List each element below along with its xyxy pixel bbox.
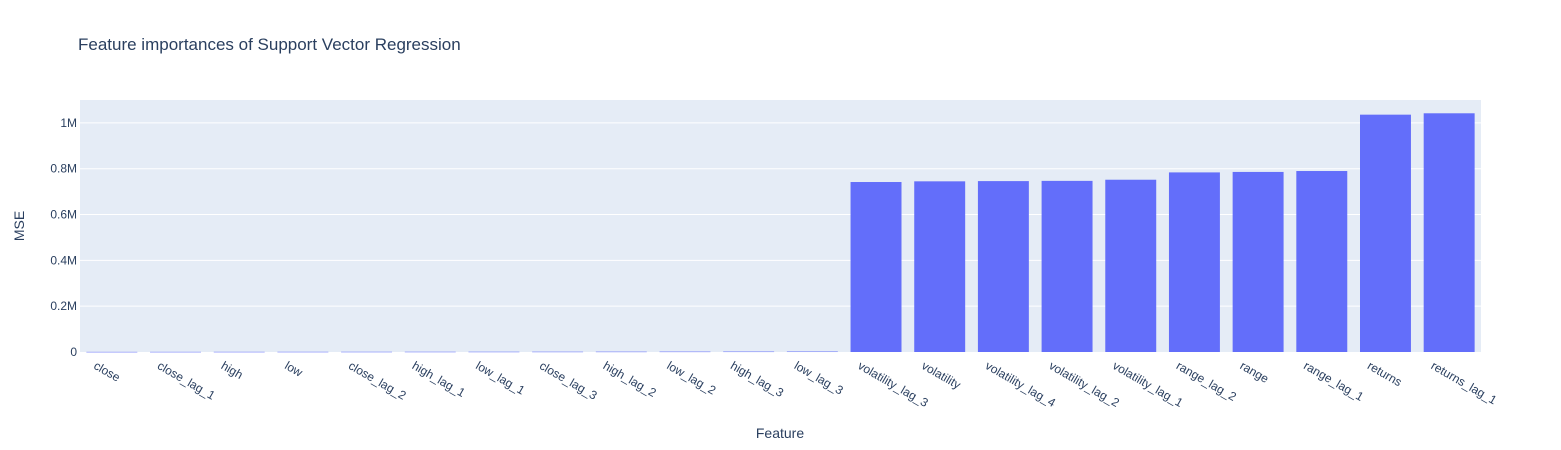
bar bbox=[1232, 171, 1284, 352]
bar bbox=[1168, 172, 1220, 352]
bar bbox=[532, 351, 584, 353]
bar bbox=[277, 351, 329, 353]
x-tick-label: returns bbox=[1365, 358, 1404, 389]
bar bbox=[977, 181, 1029, 352]
bar bbox=[1360, 114, 1411, 352]
x-tick-label: volatility_lag_2 bbox=[1047, 358, 1122, 410]
y-tick-label: 0.4M bbox=[50, 253, 77, 267]
y-tick-label: 0.8M bbox=[50, 162, 77, 176]
x-tick-label: high_lag_2 bbox=[601, 358, 659, 400]
x-tick-label: low_lag_3 bbox=[792, 358, 846, 397]
y-tick-label: 0 bbox=[70, 345, 77, 359]
bar bbox=[1105, 179, 1157, 352]
bar bbox=[468, 351, 520, 353]
y-axis-title: MSE bbox=[11, 211, 27, 241]
bar bbox=[786, 351, 838, 353]
y-tick-label: 1M bbox=[60, 116, 77, 130]
x-tick-label: range_lag_1 bbox=[1301, 358, 1366, 404]
x-tick-label: returns_lag_1 bbox=[1429, 358, 1500, 407]
bars bbox=[86, 113, 1475, 353]
x-tick-label: low_lag_1 bbox=[473, 358, 527, 397]
x-tick-label: close bbox=[91, 358, 123, 384]
bar bbox=[850, 182, 902, 352]
x-tick-label: close_lag_3 bbox=[537, 358, 600, 402]
bar bbox=[595, 351, 647, 353]
x-tick-label: volatility_lag_3 bbox=[856, 358, 931, 410]
chart-title: Feature importances of Support Vector Re… bbox=[78, 35, 461, 54]
bar bbox=[150, 351, 201, 353]
x-tick-label: low_lag_2 bbox=[664, 358, 718, 397]
bar bbox=[213, 351, 265, 353]
x-tick-label: volatility bbox=[919, 358, 963, 391]
x-tick-label: high_lag_1 bbox=[410, 358, 468, 400]
y-axis-ticks: 0 0.2M 0.4M 0.6M 0.8M 1M bbox=[50, 116, 77, 359]
bar bbox=[914, 181, 966, 352]
x-tick-label: close_lag_1 bbox=[155, 358, 218, 402]
bar bbox=[404, 351, 456, 353]
bar bbox=[723, 351, 775, 353]
bar bbox=[659, 351, 711, 353]
bar bbox=[341, 351, 393, 353]
x-axis-ticks: close close_lag_1 high low close_lag_2 high_l… bbox=[91, 358, 1499, 410]
bar bbox=[86, 351, 138, 353]
x-tick-label: volatility_lag_4 bbox=[983, 358, 1058, 410]
x-tick-label: range bbox=[1238, 358, 1272, 386]
bar bbox=[1423, 113, 1475, 353]
x-tick-label: low bbox=[282, 358, 305, 379]
x-tick-label: high_lag_3 bbox=[728, 358, 786, 400]
bar bbox=[1296, 171, 1348, 352]
y-tick-label: 0.6M bbox=[50, 208, 77, 222]
x-tick-label: close_lag_2 bbox=[346, 358, 409, 402]
y-tick-label: 0.2M bbox=[50, 299, 77, 313]
bar bbox=[1041, 180, 1093, 352]
x-tick-label: volatility_lag_1 bbox=[1110, 358, 1185, 410]
x-axis-title: Feature bbox=[756, 425, 804, 441]
x-tick-label: high bbox=[219, 358, 246, 381]
